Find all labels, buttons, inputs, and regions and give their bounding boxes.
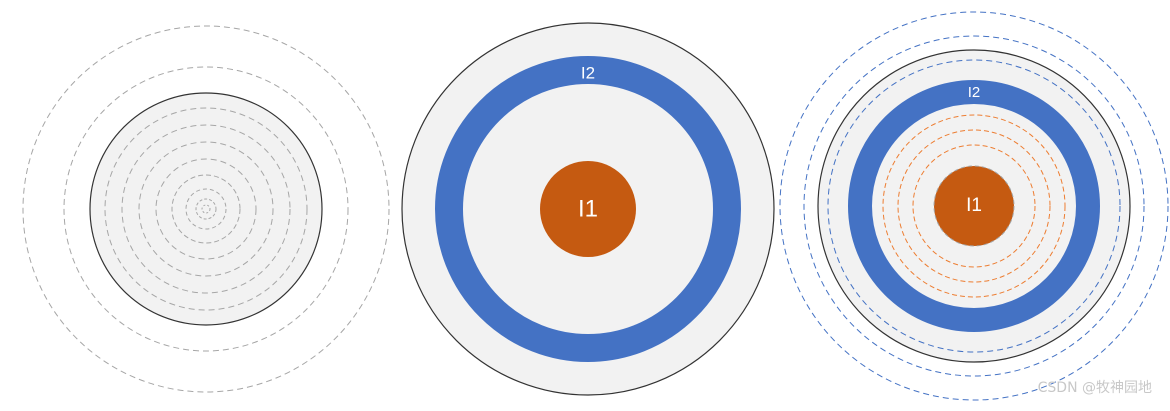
- inner-dashed-circle: [121, 124, 291, 294]
- inner-dashed-circle: [171, 174, 241, 244]
- inner-orange-dashed-circle: [897, 129, 1051, 283]
- inner-dashed-circle: [138, 141, 274, 277]
- outer-blue-dashed-circle: [779, 11, 1169, 401]
- inner-dashed-circle: [201, 204, 211, 214]
- inner-core-i1: [540, 161, 636, 257]
- inner-blue-dashed-circle: [827, 59, 1121, 353]
- panel-conductors: I2 I1: [401, 22, 775, 396]
- inner-dashed-circle: [195, 198, 217, 220]
- inner-orange-dashed-circle: [882, 114, 1066, 298]
- inner-dashed-circle: [104, 107, 308, 311]
- core-label-i1: I1: [966, 195, 982, 216]
- inner-orange-dashed-circle: [912, 144, 1036, 268]
- core-label-i1: I1: [578, 195, 598, 222]
- ring-label-i2: I2: [581, 63, 595, 82]
- inner-dashed-circle: [185, 188, 227, 230]
- outer-dashed-circle: [63, 66, 349, 352]
- ring-label-i2: I2: [968, 84, 981, 101]
- conductor-disk: [89, 92, 323, 326]
- panel-field-lines: [22, 25, 390, 393]
- inner-core-i1: [934, 166, 1014, 246]
- core-gray-dashed-circle: [933, 165, 1015, 247]
- outer-dashed-circle: [22, 25, 390, 393]
- outer-ring-i2: [435, 56, 741, 362]
- watermark: CSDN @牧神园地: [1037, 380, 1152, 396]
- inner-dashed-circle: [155, 158, 257, 260]
- outer-blue-dashed-circle: [803, 35, 1145, 377]
- outer-ring-i2: [848, 80, 1100, 332]
- panel-combined: I2 I1: [779, 11, 1169, 401]
